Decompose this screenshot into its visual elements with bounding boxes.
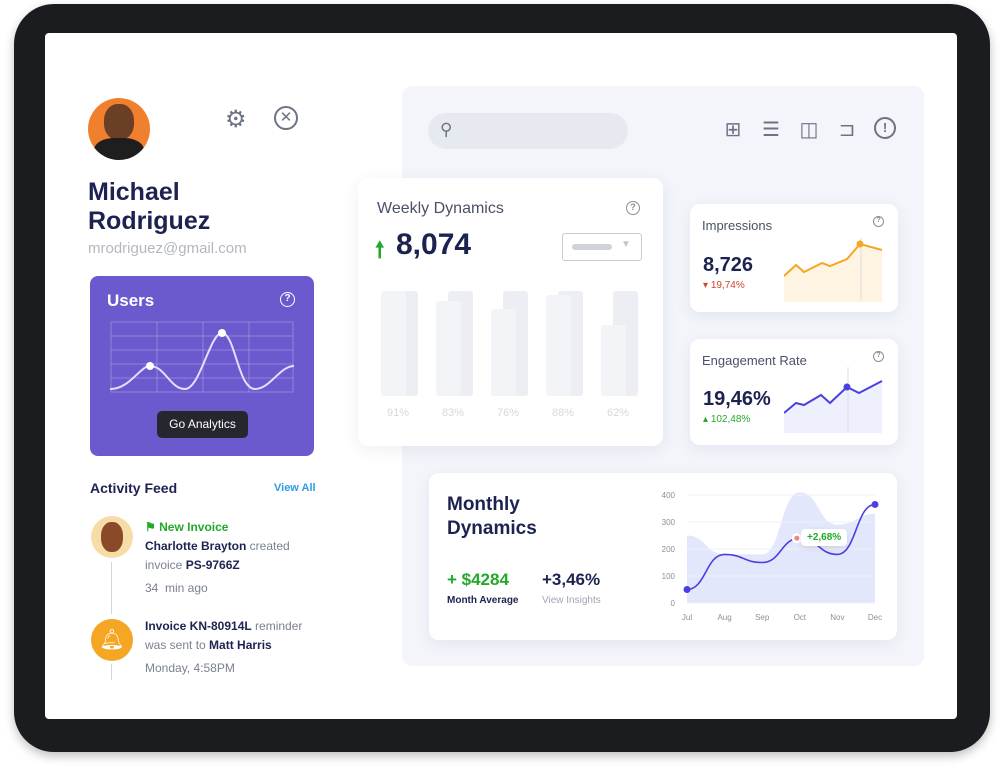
engagement-sparkline xyxy=(784,367,883,433)
impressions-card: Impressions ? 8,726 ▾ 19,74% xyxy=(690,204,898,312)
search-input[interactable]: ⚲ xyxy=(428,113,628,149)
bell-icon: 🔔︎ xyxy=(91,619,133,661)
settings-icon[interactable]: ⚙ xyxy=(225,106,247,133)
last-name: Rodriguez xyxy=(88,207,211,235)
engagement-value: 19,46% xyxy=(703,388,771,410)
impressions-title: Impressions xyxy=(702,218,773,233)
engagement-title: Engagement Rate xyxy=(702,353,807,368)
monthly-dynamics-card: Monthly Dynamics + $4284 Month Average +3… xyxy=(429,473,897,640)
chart-tooltip: +2,68% xyxy=(801,529,848,546)
bar-label: 83% xyxy=(442,407,465,419)
bar xyxy=(546,295,571,396)
weekly-title: Weekly Dynamics xyxy=(377,200,504,217)
activity-item[interactable]: Invoice KN-80914L reminder was sent to M… xyxy=(145,617,302,678)
bar xyxy=(381,291,406,396)
help-icon[interactable]: ? xyxy=(873,216,884,227)
activity-ref: PS-9766Z xyxy=(185,558,240,572)
activity-time: Monday, 4:58PM xyxy=(145,661,235,675)
activity-tag: New Invoice xyxy=(159,520,229,534)
bar-label: 62% xyxy=(607,407,630,419)
flag-icon: ⚑ xyxy=(145,520,156,534)
y-tick-label: 200 xyxy=(662,545,676,554)
users-title: Users xyxy=(107,291,155,310)
activity-title: Activity Feed xyxy=(90,480,178,496)
info-icon[interactable]: ! xyxy=(874,117,896,139)
series-line xyxy=(686,503,876,591)
bar xyxy=(491,309,516,396)
month-average-label: Month Average xyxy=(447,595,519,606)
weekly-value: 8,074 xyxy=(396,228,472,261)
help-icon[interactable]: ? xyxy=(280,292,295,307)
engagement-card: Engagement Rate ? 19,46% ▴ 102,48% xyxy=(690,339,898,445)
timeline-line xyxy=(111,664,112,680)
users-point xyxy=(146,362,154,370)
users-point xyxy=(218,329,226,337)
list-icon[interactable]: ☰ xyxy=(762,119,780,141)
activity-item[interactable]: ⚑ New Invoice Charlotte Brayton created … xyxy=(145,518,290,598)
charlotte-avatar xyxy=(91,516,133,558)
view-all-link[interactable]: View All xyxy=(274,482,316,494)
users-card: Users ? Go Analytics xyxy=(90,276,314,456)
activity-text: was sent to xyxy=(145,638,210,652)
search-icon: ⚲ xyxy=(440,120,453,139)
activity-text: created xyxy=(246,539,290,553)
arrow-up-icon: 🠕 xyxy=(375,237,385,262)
caret-up-icon: ▴ xyxy=(703,414,711,425)
go-analytics-button[interactable]: Go Analytics xyxy=(157,411,248,438)
chevron-down-icon: ▼ xyxy=(621,239,631,250)
highlight-point-dot xyxy=(794,535,800,541)
y-tick-label: 0 xyxy=(671,599,676,608)
caret-down-icon: ▾ xyxy=(703,280,711,291)
weekly-dynamics-card: Weekly Dynamics ? 🠕 8,074 ▼ 91% 83% 76% 88%… xyxy=(358,178,663,446)
activity-time: 34 min ago xyxy=(145,581,208,595)
data-point xyxy=(683,586,691,593)
monthly-title: Monthly Dynamics xyxy=(447,494,537,539)
bar-label: 76% xyxy=(497,407,520,419)
monthly-chart: 400 300 200 100 0 Jul Aug Sep Oct Nov Dec xyxy=(662,491,882,622)
activity-target: Matt Harris xyxy=(209,638,272,652)
first-name: Michael xyxy=(88,178,180,206)
users-line xyxy=(110,331,294,391)
toolbar: ⊞ ☰ ◫ ⊐ ! xyxy=(722,117,896,142)
impressions-sparkline xyxy=(784,238,883,302)
profile-name: Michael Rodriguez xyxy=(88,178,210,236)
y-tick-label: 300 xyxy=(662,518,676,527)
x-tick-label: Nov xyxy=(830,613,844,622)
period-dropdown[interactable]: ▼ xyxy=(562,233,642,261)
hierarchy-icon[interactable]: ⊐ xyxy=(838,119,856,141)
bar-label: 91% xyxy=(387,407,410,419)
activity-actor: Charlotte Brayton xyxy=(145,539,247,553)
percent-value: +3,46% xyxy=(542,570,601,589)
profile-email: mrodriguez@gmail.com xyxy=(88,240,247,257)
activity-text: invoice xyxy=(145,558,186,572)
data-point xyxy=(871,500,879,508)
users-chart xyxy=(110,321,294,393)
y-tick-label: 400 xyxy=(662,491,676,500)
x-tick-label: Dec xyxy=(868,613,882,622)
month-average-value: + $4284 xyxy=(447,570,509,589)
y-tick-label: 100 xyxy=(662,572,676,581)
activity-text: reminder xyxy=(251,619,303,633)
background-area xyxy=(687,492,875,603)
impressions-value: 8,726 xyxy=(703,254,754,276)
close-icon[interactable]: ✕ xyxy=(274,106,298,130)
x-tick-label: Jul xyxy=(682,613,692,622)
view-insights-link[interactable]: View Insights xyxy=(542,595,601,606)
x-tick-label: Aug xyxy=(717,613,731,622)
bar xyxy=(436,301,461,396)
columns-icon[interactable]: ◫ xyxy=(799,119,819,141)
impressions-change: ▾ 19,74% xyxy=(703,280,745,291)
grid-layout-icon[interactable]: ⊞ xyxy=(724,119,742,141)
x-tick-label: Sep xyxy=(755,613,770,622)
engagement-change: ▴ 102,48% xyxy=(703,414,751,425)
bar-label: 88% xyxy=(552,407,575,419)
x-tick-label: Oct xyxy=(794,613,807,622)
activity-ref: Invoice KN-80914L xyxy=(145,619,252,633)
avatar xyxy=(88,98,150,160)
bar xyxy=(601,325,626,396)
timeline-line xyxy=(111,562,112,614)
help-icon[interactable]: ? xyxy=(626,201,640,215)
help-icon[interactable]: ? xyxy=(873,351,884,362)
